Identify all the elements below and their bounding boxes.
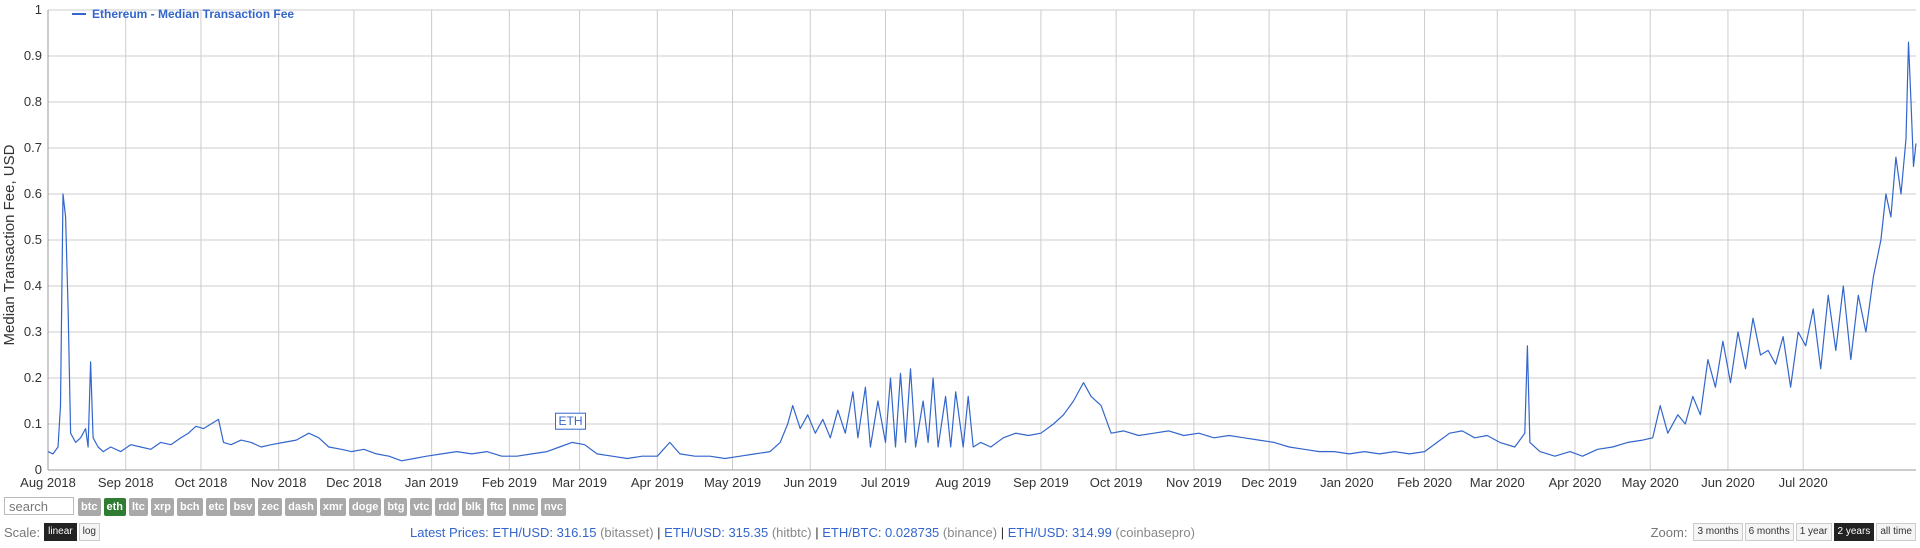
coin-button-doge[interactable]: doge bbox=[349, 497, 382, 516]
y-tick-label: 0 bbox=[35, 462, 42, 477]
x-tick-label: Jan 2020 bbox=[1320, 475, 1374, 490]
y-tick-label: 0.9 bbox=[24, 48, 42, 63]
zoom-2-years-button[interactable]: 2 years bbox=[1833, 523, 1875, 541]
y-tick-label: 0.4 bbox=[24, 278, 42, 293]
x-tick-label: Jul 2020 bbox=[1779, 475, 1828, 490]
grid-lines bbox=[47, 9, 1916, 471]
x-tick-label: Jun 2020 bbox=[1701, 475, 1755, 490]
coin-button-blk[interactable]: blk bbox=[462, 497, 484, 516]
x-tick-label: Sep 2019 bbox=[1013, 475, 1069, 490]
coin-button-eth[interactable]: eth bbox=[103, 497, 126, 516]
x-tick-label: Oct 2019 bbox=[1090, 475, 1143, 490]
y-tick-label: 0.3 bbox=[24, 324, 42, 339]
bottom-bar: Scale: linear log Latest Prices: ETH/USD… bbox=[4, 523, 1916, 543]
coin-buttons: btc eth ltc xrp bch etc bsv zec dash xmr doge btg vt… bbox=[78, 497, 569, 516]
price-separator: | bbox=[657, 525, 661, 540]
y-tick-label: 0.5 bbox=[24, 232, 42, 247]
price-1-source: (bitasset) bbox=[600, 525, 654, 540]
latest-prices: Latest Prices: ETH/USD: 316.15 (bitasset… bbox=[410, 525, 1195, 540]
y-tick-label: 1 bbox=[35, 2, 42, 17]
x-tick-label: May 2020 bbox=[1622, 475, 1679, 490]
eth-annotation-flag[interactable]: ETH bbox=[555, 412, 587, 430]
x-tick-label: Jan 2019 bbox=[405, 475, 459, 490]
x-tick-label: Mar 2019 bbox=[552, 475, 607, 490]
series-line-eth-fee bbox=[47, 41, 1917, 462]
coin-button-ltc[interactable]: ltc bbox=[129, 497, 148, 516]
legend: Ethereum - Median Transaction Fee bbox=[72, 7, 294, 21]
x-tick-label: Jul 2019 bbox=[861, 475, 910, 490]
x-tick-label: May 2019 bbox=[704, 475, 761, 490]
price-2-source: (hitbtc) bbox=[771, 525, 812, 540]
annotation-label: ETH bbox=[559, 414, 583, 428]
x-tick-label: Oct 2018 bbox=[175, 475, 228, 490]
series-layer bbox=[47, 41, 1917, 462]
price-3: ETH/BTC: 0.028735 bbox=[822, 525, 940, 540]
x-tick-label: Nov 2019 bbox=[1166, 475, 1222, 490]
coin-button-nmc[interactable]: nmc bbox=[509, 497, 539, 516]
x-tick-label: Dec 2018 bbox=[326, 475, 382, 490]
coin-selector: btcethltcxrpbchetcbsvzecdashxmrdogebtgvt… bbox=[4, 496, 569, 516]
zoom-group: Zoom: 3 months 6 months 1 year 2 years a… bbox=[1651, 523, 1916, 541]
price-4-source: (coinbasepro) bbox=[1115, 525, 1195, 540]
coin-button-nvc[interactable]: nvc bbox=[541, 497, 567, 516]
coin-button-dash[interactable]: dash bbox=[285, 497, 317, 516]
zoom-1-year-button[interactable]: 1 year bbox=[1795, 523, 1832, 541]
y-axis-label: Median Transaction Fee, USD bbox=[1, 144, 18, 345]
x-tick-label: Apr 2020 bbox=[1549, 475, 1602, 490]
x-tick-label: Aug 2018 bbox=[20, 475, 76, 490]
coin-button-vtc[interactable]: vtc bbox=[410, 497, 433, 516]
coin-button-ftc[interactable]: ftc bbox=[486, 497, 507, 516]
x-tick-label: Aug 2019 bbox=[935, 475, 991, 490]
coin-button-bch[interactable]: bch bbox=[176, 497, 203, 516]
y-tick-label: 0.1 bbox=[24, 416, 42, 431]
scale-log-button[interactable]: log bbox=[78, 523, 100, 541]
x-tick-label: Nov 2018 bbox=[251, 475, 307, 490]
price-2: ETH/USD: 315.35 bbox=[664, 525, 769, 540]
y-tick-label: 0.2 bbox=[24, 370, 42, 385]
zoom-all-time-button[interactable]: all time bbox=[1876, 523, 1916, 541]
axes: 0 0.1 0.2 0.3 0.4 0.5 0.6 0.7 0.8 0.9 1 Aug 2018 Sep… bbox=[20, 2, 1916, 490]
x-tick-label: Feb 2020 bbox=[1397, 475, 1452, 490]
y-tick-label: 0.7 bbox=[24, 140, 42, 155]
legend-label: Ethereum - Median Transaction Fee bbox=[92, 7, 294, 21]
y-tick-label: 0.6 bbox=[24, 186, 42, 201]
x-tick-label: Sep 2018 bbox=[98, 475, 154, 490]
zoom-6-months-button[interactable]: 6 months bbox=[1744, 523, 1794, 541]
zoom-label: Zoom: bbox=[1650, 524, 1688, 540]
price-separator: | bbox=[815, 525, 819, 540]
x-tick-label: Dec 2019 bbox=[1241, 475, 1297, 490]
scale-label: Scale: bbox=[4, 524, 41, 540]
prices-label: Latest Prices: bbox=[410, 525, 489, 540]
zoom-3-months-button[interactable]: 3 months bbox=[1693, 523, 1743, 541]
price-3-source: (binance) bbox=[942, 525, 998, 540]
scale-linear-button[interactable]: linear bbox=[44, 523, 77, 541]
coin-button-etc[interactable]: etc bbox=[205, 497, 228, 516]
coin-button-btc[interactable]: btc bbox=[78, 497, 101, 516]
x-tick-label: Feb 2019 bbox=[482, 475, 537, 490]
coin-button-bsv[interactable]: bsv bbox=[230, 497, 256, 516]
price-1: ETH/USD: 316.15 bbox=[492, 525, 597, 540]
x-tick-label: Apr 2019 bbox=[631, 475, 684, 490]
price-separator: | bbox=[1000, 525, 1005, 540]
y-tick-label: 0.8 bbox=[24, 94, 42, 109]
coin-button-zec[interactable]: zec bbox=[258, 497, 283, 516]
price-4: ETH/USD: 314.99 bbox=[1007, 525, 1112, 540]
coin-button-xrp[interactable]: xrp bbox=[150, 497, 174, 516]
annotation-layer: ETH bbox=[555, 412, 587, 430]
annotation-box bbox=[555, 412, 587, 430]
search-input[interactable] bbox=[4, 497, 74, 515]
coin-button-rdd[interactable]: rdd bbox=[435, 497, 460, 516]
coin-button-btg[interactable]: btg bbox=[384, 497, 408, 516]
coin-button-xmr[interactable]: xmr bbox=[319, 497, 347, 516]
fee-chart: 0 0.1 0.2 0.3 0.4 0.5 0.6 0.7 0.8 0.9 1 Aug 2018 Sep… bbox=[1, 2, 1917, 490]
scale-group: Scale: linear log bbox=[4, 523, 102, 541]
x-tick-label: Jun 2019 bbox=[783, 475, 837, 490]
x-tick-label: Mar 2020 bbox=[1470, 475, 1525, 490]
